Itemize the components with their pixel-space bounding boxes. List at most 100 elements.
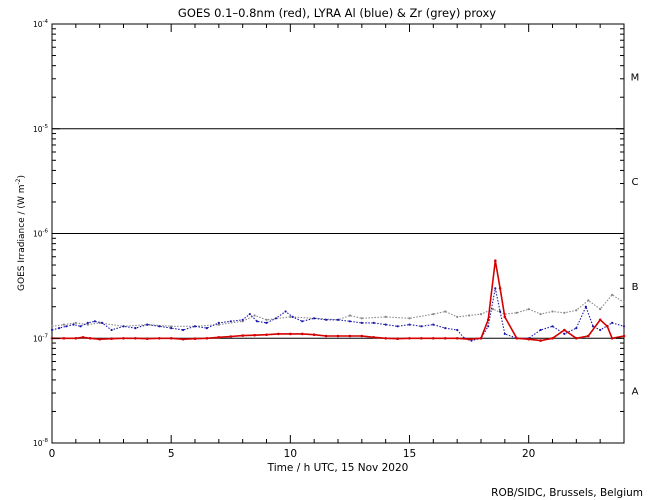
y-tick-exponent: -5 bbox=[43, 124, 49, 130]
data-series bbox=[50, 259, 626, 342]
series-point bbox=[170, 327, 173, 330]
series-point bbox=[146, 323, 149, 326]
series-point bbox=[86, 323, 89, 326]
series-point bbox=[372, 321, 375, 324]
series-point bbox=[470, 339, 473, 342]
series-point bbox=[241, 334, 244, 337]
series-point bbox=[622, 334, 626, 338]
y-axis-label-exponent: -2 bbox=[15, 178, 22, 184]
y-tick-exponent: -7 bbox=[43, 333, 49, 339]
series-point bbox=[348, 314, 351, 317]
series-point bbox=[50, 325, 54, 328]
series-point bbox=[301, 320, 304, 323]
series-point bbox=[491, 308, 494, 311]
series-point bbox=[384, 315, 387, 318]
y-axis-ticks: 10-810-710-610-510-4 bbox=[33, 19, 624, 448]
y-tick-label: 10-6 bbox=[33, 229, 49, 239]
series-point bbox=[408, 323, 411, 326]
y-tick-base: 10 bbox=[33, 125, 43, 134]
series-point bbox=[599, 308, 602, 311]
series-point bbox=[486, 318, 490, 322]
flare-class-label: C bbox=[632, 177, 639, 188]
y-tick-exponent: -6 bbox=[43, 229, 49, 235]
series-point bbox=[169, 337, 173, 340]
x-tick-label: 10 bbox=[284, 448, 297, 460]
series-point bbox=[158, 337, 161, 340]
series-point bbox=[122, 337, 125, 340]
series-point bbox=[274, 317, 278, 320]
series-point bbox=[575, 309, 578, 312]
series-point bbox=[93, 320, 96, 323]
series-point bbox=[134, 337, 137, 340]
series-point bbox=[479, 313, 483, 316]
series-point bbox=[360, 334, 364, 338]
flare-class-label: A bbox=[632, 387, 639, 398]
series-point bbox=[396, 337, 399, 341]
series-point bbox=[539, 339, 542, 342]
x-axis-label: Time / h UTC, 15 Nov 2020 bbox=[267, 462, 409, 474]
y-tick-label: 10-7 bbox=[33, 333, 49, 343]
y-tick-label: 10-8 bbox=[33, 438, 49, 448]
series-point bbox=[193, 325, 197, 328]
series-point bbox=[396, 325, 399, 328]
series-point bbox=[494, 287, 497, 290]
series-point bbox=[81, 336, 85, 339]
series-point bbox=[551, 337, 554, 340]
series-group bbox=[50, 293, 626, 328]
series-point bbox=[229, 335, 233, 338]
series-point bbox=[98, 337, 101, 341]
series-point bbox=[515, 311, 518, 314]
series-point bbox=[503, 332, 506, 335]
series-point bbox=[101, 321, 104, 324]
series-point bbox=[325, 318, 328, 321]
series-point bbox=[494, 259, 497, 263]
series-point bbox=[217, 321, 220, 324]
flare-class-label: B bbox=[632, 282, 639, 293]
series-point bbox=[65, 325, 68, 328]
series-point bbox=[313, 317, 316, 320]
series-point bbox=[170, 325, 173, 328]
y-tick-base: 10 bbox=[33, 20, 43, 29]
series-group bbox=[50, 259, 626, 342]
series-point bbox=[146, 337, 149, 341]
series-point bbox=[499, 310, 502, 313]
series-point bbox=[312, 333, 316, 337]
series-point bbox=[301, 332, 304, 336]
series-point bbox=[539, 328, 542, 332]
x-tick-label: 15 bbox=[403, 448, 416, 460]
series-point bbox=[182, 328, 185, 332]
y-tick-base: 10 bbox=[33, 230, 43, 239]
series-point bbox=[408, 337, 411, 340]
series-point bbox=[384, 323, 387, 326]
series-group bbox=[50, 287, 626, 342]
series-line bbox=[52, 259, 625, 342]
series-point bbox=[255, 320, 259, 323]
y-axis-label-close: ) bbox=[17, 175, 27, 179]
series-point bbox=[444, 310, 447, 313]
series-point bbox=[467, 337, 471, 341]
series-point bbox=[551, 310, 554, 313]
series-point bbox=[265, 333, 268, 337]
series-point bbox=[265, 321, 268, 324]
series-point bbox=[277, 332, 280, 336]
series-point bbox=[348, 320, 351, 323]
series-point bbox=[587, 299, 590, 302]
flare-class-label: M bbox=[631, 72, 640, 83]
y-tick-base: 10 bbox=[33, 334, 43, 343]
series-line bbox=[51, 287, 625, 342]
series-point bbox=[291, 315, 294, 318]
x-tick-label: 5 bbox=[168, 448, 175, 460]
series-point bbox=[384, 337, 388, 340]
series-point bbox=[88, 337, 92, 340]
series-point bbox=[86, 321, 89, 324]
flare-class-labels: M C B A bbox=[631, 72, 640, 397]
series-point bbox=[217, 323, 220, 326]
series-point bbox=[563, 332, 566, 335]
series-point bbox=[50, 328, 54, 332]
series-point bbox=[611, 293, 614, 296]
series-point bbox=[158, 325, 161, 328]
series-point bbox=[563, 328, 566, 332]
series-point bbox=[455, 337, 459, 340]
series-point bbox=[336, 334, 340, 338]
series-point bbox=[74, 337, 78, 340]
